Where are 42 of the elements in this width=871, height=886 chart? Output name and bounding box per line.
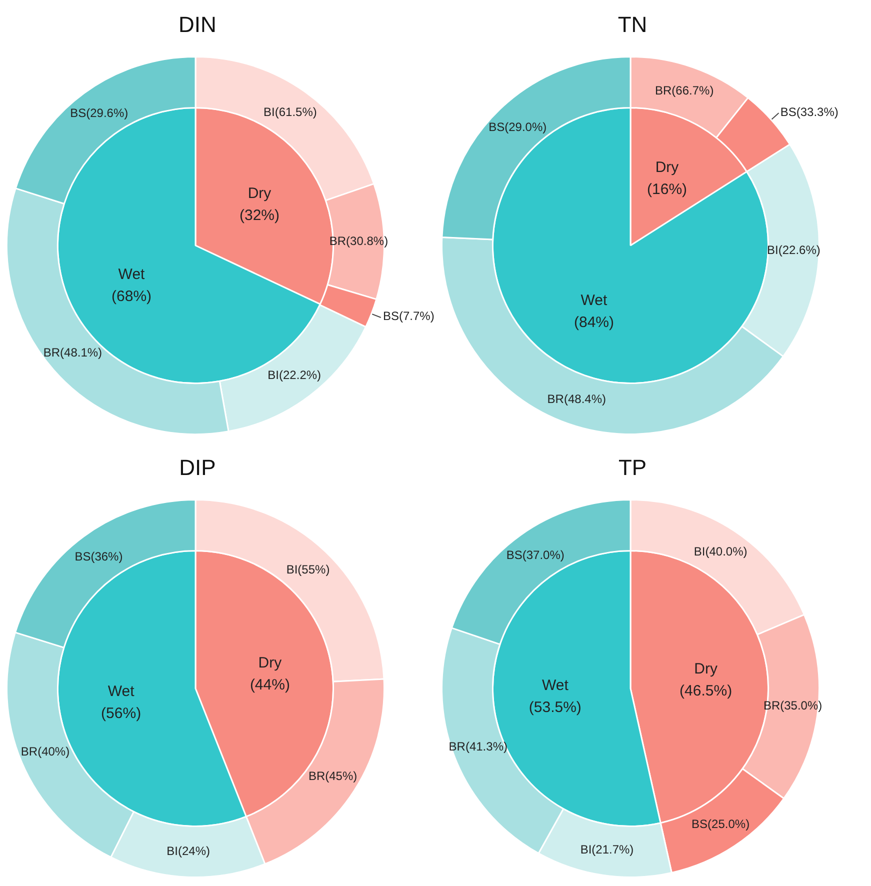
slice-label: BI(22.2%) bbox=[268, 368, 322, 382]
data-label: (32%) bbox=[239, 207, 280, 224]
slice-label: BI(55%) bbox=[286, 562, 330, 576]
chart-title: DIP bbox=[178, 454, 217, 482]
slice-label: BI(24%) bbox=[166, 844, 210, 858]
slice-label: BI(22.6%) bbox=[767, 242, 820, 257]
slice-label: Wet bbox=[580, 292, 608, 310]
slice-label: BS(33.3%) bbox=[780, 104, 838, 119]
slice-label: BR(35.0%) bbox=[763, 698, 822, 713]
slice-label: BS(29.6%) bbox=[70, 106, 128, 120]
data-label: (53.5%) bbox=[528, 698, 582, 716]
data-label: (68%) bbox=[112, 288, 152, 306]
slice-label: BI(21.7%) bbox=[580, 842, 634, 856]
slice-label: Wet bbox=[108, 682, 136, 700]
data-label: (84%) bbox=[574, 314, 614, 332]
slice-label: Dry bbox=[258, 654, 282, 672]
data-label: (16%) bbox=[647, 181, 688, 198]
data-label: (44%) bbox=[250, 676, 290, 694]
slice-label: BI(61.5%) bbox=[264, 104, 317, 119]
data-label: (46.5%) bbox=[680, 682, 732, 700]
slice-label: BS(7.7%) bbox=[382, 309, 434, 324]
slice-label: BS(25.0%) bbox=[692, 816, 750, 831]
slice-label: BR(40%) bbox=[20, 744, 70, 759]
slice-label: Wet bbox=[542, 676, 570, 694]
slice-label: BS(36%) bbox=[74, 549, 123, 564]
slice-label: BI(40.0%) bbox=[694, 544, 748, 559]
slice-label: Dry bbox=[248, 185, 272, 202]
slice-label: BR(41.3%) bbox=[448, 739, 508, 754]
slice-label: BR(66.7%) bbox=[655, 84, 714, 98]
chart-title: DIN bbox=[178, 11, 218, 39]
slice-label: Dry bbox=[694, 660, 718, 678]
slice-label: BR(45%) bbox=[308, 769, 358, 784]
slice-label: Wet bbox=[118, 266, 146, 284]
chart-title: TN bbox=[616, 11, 648, 39]
data-label: (56%) bbox=[101, 704, 142, 722]
chart-title: TP bbox=[617, 454, 648, 482]
slice-label: BR(30.8%) bbox=[329, 234, 388, 248]
slice-label: BR(48.4%) bbox=[547, 392, 606, 406]
slice-label: BS(29.0%) bbox=[488, 120, 547, 134]
slice-label: BS(37.0%) bbox=[506, 548, 564, 562]
slice-label: BR(48.1%) bbox=[43, 345, 102, 360]
slice-label: Dry bbox=[655, 159, 680, 176]
